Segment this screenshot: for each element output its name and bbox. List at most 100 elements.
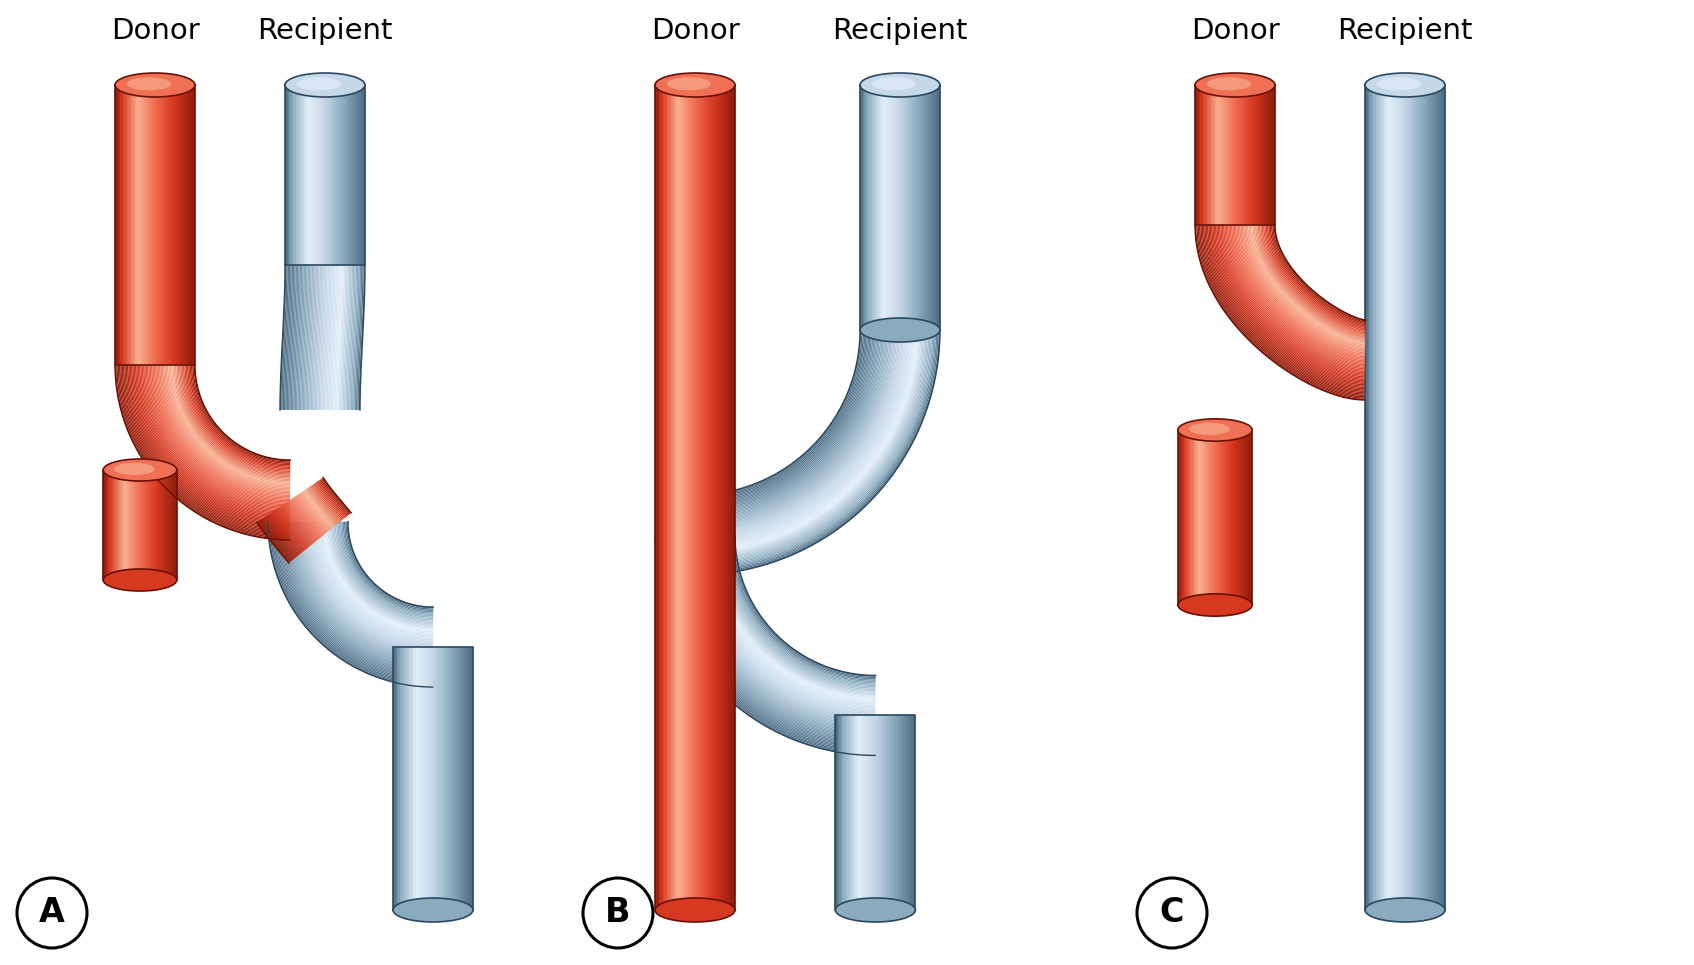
Polygon shape xyxy=(298,265,305,410)
Polygon shape xyxy=(130,365,290,524)
Polygon shape xyxy=(283,505,313,544)
Ellipse shape xyxy=(1194,73,1276,97)
Polygon shape xyxy=(1211,225,1365,384)
Polygon shape xyxy=(303,265,310,410)
Polygon shape xyxy=(1218,225,1365,377)
Polygon shape xyxy=(695,330,903,538)
Polygon shape xyxy=(273,522,432,681)
Polygon shape xyxy=(695,330,872,507)
Polygon shape xyxy=(280,506,312,545)
Polygon shape xyxy=(695,330,932,567)
Polygon shape xyxy=(1257,225,1365,339)
Polygon shape xyxy=(695,330,867,503)
Polygon shape xyxy=(1260,225,1365,335)
Polygon shape xyxy=(695,330,922,557)
Polygon shape xyxy=(722,535,876,689)
Polygon shape xyxy=(332,265,339,410)
Polygon shape xyxy=(695,330,927,562)
Polygon shape xyxy=(656,536,876,756)
Polygon shape xyxy=(1269,225,1365,327)
Polygon shape xyxy=(1203,226,1364,392)
Polygon shape xyxy=(176,365,290,479)
Polygon shape xyxy=(291,498,324,537)
Polygon shape xyxy=(295,496,327,534)
Polygon shape xyxy=(718,535,876,691)
Polygon shape xyxy=(308,522,434,647)
Polygon shape xyxy=(1226,225,1365,368)
Polygon shape xyxy=(161,365,290,495)
Polygon shape xyxy=(1255,225,1365,340)
Polygon shape xyxy=(335,265,342,410)
Ellipse shape xyxy=(103,569,176,591)
Polygon shape xyxy=(288,265,295,410)
Polygon shape xyxy=(730,535,876,680)
Polygon shape xyxy=(308,486,339,524)
Ellipse shape xyxy=(127,77,171,91)
Polygon shape xyxy=(142,365,290,513)
Polygon shape xyxy=(293,265,300,410)
Polygon shape xyxy=(695,330,893,528)
Polygon shape xyxy=(725,535,876,685)
Polygon shape xyxy=(327,265,334,410)
Ellipse shape xyxy=(872,77,916,91)
Polygon shape xyxy=(681,536,876,731)
Polygon shape xyxy=(695,330,908,543)
Polygon shape xyxy=(119,366,290,536)
Polygon shape xyxy=(695,330,893,527)
Polygon shape xyxy=(340,522,434,614)
Polygon shape xyxy=(320,265,327,410)
Polygon shape xyxy=(695,330,874,509)
Polygon shape xyxy=(261,518,295,560)
Polygon shape xyxy=(340,265,346,410)
Polygon shape xyxy=(285,522,434,670)
Polygon shape xyxy=(283,265,290,410)
Polygon shape xyxy=(698,535,876,713)
Polygon shape xyxy=(130,365,290,525)
Polygon shape xyxy=(708,535,876,703)
Polygon shape xyxy=(310,265,315,410)
Text: Donor: Donor xyxy=(1191,17,1279,45)
Polygon shape xyxy=(305,522,434,649)
Polygon shape xyxy=(318,481,347,517)
Polygon shape xyxy=(151,365,290,504)
Polygon shape xyxy=(695,330,933,568)
Polygon shape xyxy=(173,365,290,482)
Polygon shape xyxy=(276,522,432,679)
Polygon shape xyxy=(317,522,434,638)
Polygon shape xyxy=(717,535,876,694)
Polygon shape xyxy=(310,265,317,410)
Polygon shape xyxy=(290,265,296,410)
Polygon shape xyxy=(679,536,876,731)
Polygon shape xyxy=(117,366,290,538)
Polygon shape xyxy=(193,365,290,461)
Polygon shape xyxy=(695,330,911,545)
Polygon shape xyxy=(695,330,896,531)
Polygon shape xyxy=(305,489,335,526)
Polygon shape xyxy=(674,536,876,736)
Polygon shape xyxy=(317,482,346,518)
Polygon shape xyxy=(273,510,305,550)
Polygon shape xyxy=(285,265,291,410)
Polygon shape xyxy=(695,330,920,555)
Polygon shape xyxy=(259,520,291,562)
Polygon shape xyxy=(734,535,876,676)
Polygon shape xyxy=(305,489,334,527)
Polygon shape xyxy=(125,365,290,530)
Polygon shape xyxy=(695,330,864,499)
Polygon shape xyxy=(291,265,298,410)
Polygon shape xyxy=(718,535,876,693)
Polygon shape xyxy=(286,502,317,541)
Polygon shape xyxy=(324,522,434,631)
Polygon shape xyxy=(1208,225,1365,387)
Polygon shape xyxy=(700,535,876,711)
Polygon shape xyxy=(318,522,434,636)
Polygon shape xyxy=(303,490,334,528)
Ellipse shape xyxy=(1177,419,1252,441)
Polygon shape xyxy=(693,535,876,717)
Polygon shape xyxy=(302,522,434,653)
Polygon shape xyxy=(278,522,432,677)
Polygon shape xyxy=(686,535,876,725)
Polygon shape xyxy=(1237,225,1365,359)
Polygon shape xyxy=(141,365,290,514)
Polygon shape xyxy=(689,535,876,721)
